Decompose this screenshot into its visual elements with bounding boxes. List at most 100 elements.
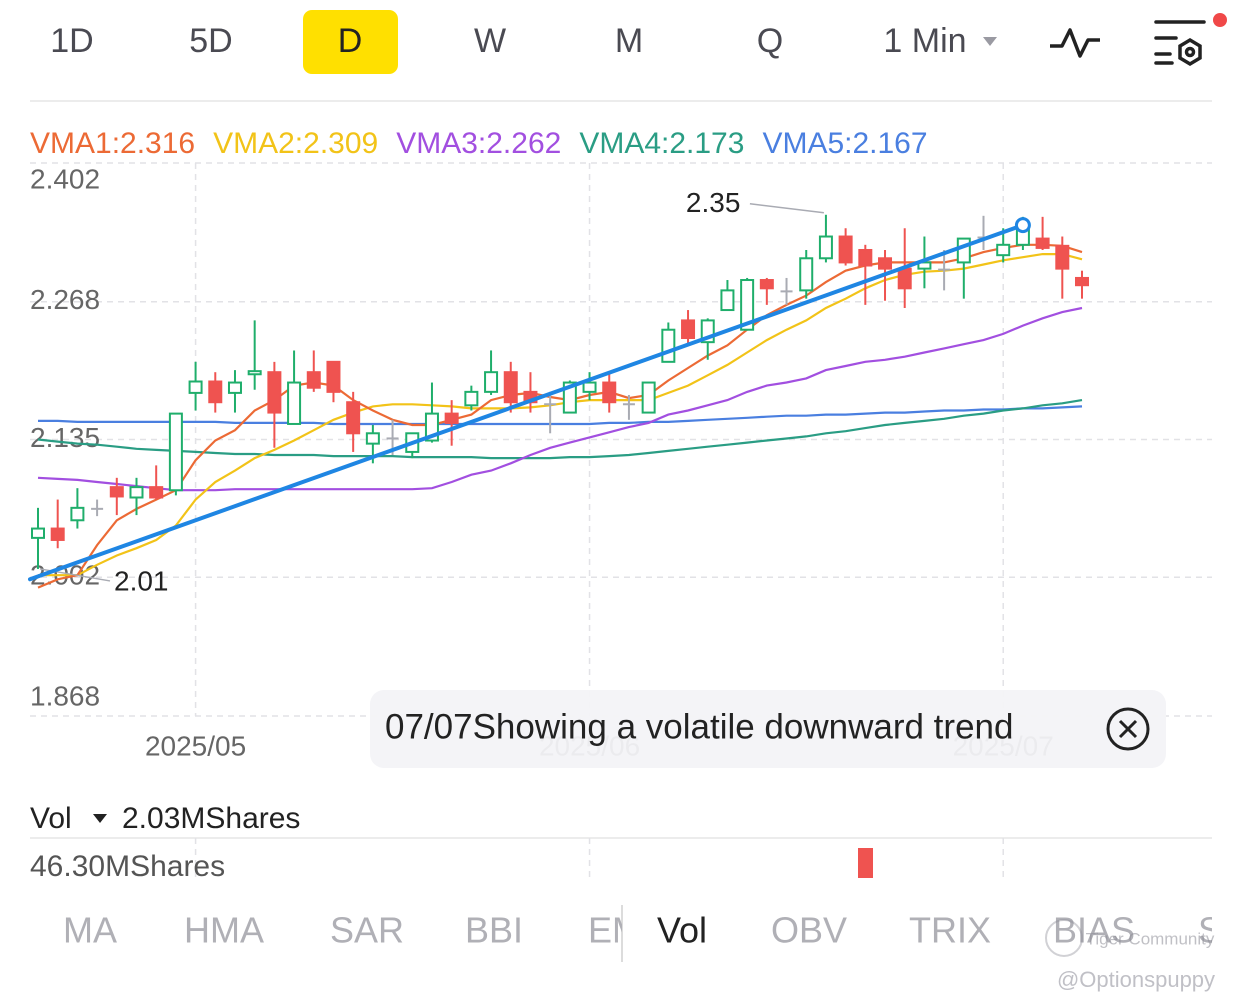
candle-body [956, 237, 971, 264]
candle-body [1075, 276, 1089, 287]
indicator-tab[interactable]: HMA [184, 910, 264, 951]
indicator-tab[interactable]: BIAS [1053, 910, 1135, 951]
candle-body [247, 370, 262, 376]
volume-max: 46.30MShares [30, 850, 225, 883]
candle-body [129, 486, 144, 499]
candle-body [168, 412, 183, 492]
trend-line [28, 223, 1025, 582]
period-tab[interactable]: 1D [50, 22, 93, 60]
candle-body [818, 235, 833, 260]
candle-body [31, 527, 45, 539]
candle-body [464, 390, 479, 407]
interval-dropdown[interactable]: 1 Min [883, 22, 966, 60]
candle-body [838, 235, 853, 264]
legend-entry: VMA4:2.173 [579, 127, 744, 160]
candle-body [917, 261, 932, 270]
trend-handle[interactable] [1014, 217, 1031, 234]
candle-body [444, 412, 459, 424]
candle-body [897, 267, 912, 290]
candle-body [759, 279, 774, 290]
candle-body [484, 371, 499, 393]
candle-body [208, 380, 223, 404]
candle-body [858, 248, 873, 267]
candle-body [720, 289, 735, 312]
y-tick-label: 2.135 [30, 422, 100, 453]
ma-line [38, 405, 1083, 426]
period-tab[interactable]: M [615, 22, 643, 60]
candle-body [365, 432, 380, 445]
x-tick-label: 2025/05 [145, 730, 246, 761]
candle-body [582, 381, 597, 393]
settings-icon[interactable] [1154, 20, 1206, 67]
candle-body [938, 268, 951, 271]
candle-body [878, 257, 893, 270]
legend-entry: VMA3:2.262 [396, 127, 561, 160]
toast [370, 690, 1166, 768]
indicator-tab[interactable]: EMA [588, 910, 666, 951]
y-tick-label: 2.268 [30, 284, 100, 315]
candle-body [50, 527, 65, 541]
candle-body [641, 381, 656, 414]
candle-body [503, 371, 518, 404]
watermark: Tiger Community [1086, 929, 1215, 948]
candle-body [544, 403, 557, 406]
indicator-tab[interactable]: SAR [330, 910, 404, 951]
candle-body [227, 381, 242, 394]
volume-bar [858, 848, 873, 878]
indicator-group: MA HMA SAR BBI EMA [63, 910, 666, 951]
toast-close[interactable] [1106, 707, 1150, 751]
candle-body [661, 328, 676, 363]
indicator-tab[interactable]: MA [63, 910, 117, 951]
indicator-icon[interactable] [1050, 28, 1100, 58]
candle-body [681, 319, 696, 340]
candle-body [740, 279, 755, 331]
candle-body [306, 371, 321, 389]
tab-highlight [303, 10, 398, 74]
period-tab[interactable]: D [338, 22, 363, 60]
y-tick-label: 1.868 [30, 680, 100, 711]
candle-body [1055, 244, 1070, 270]
y-tick-label: 2.402 [30, 163, 100, 194]
candle-body [996, 243, 1011, 257]
toast-text: 07/07Showing a volatile downward trend [385, 707, 1013, 746]
leader-line [749, 203, 825, 214]
volume-dropdown [93, 814, 107, 823]
candle-body [602, 381, 617, 404]
ma-line [37, 243, 1083, 589]
indicator-group: Vol OBV TRIX BIAS S [657, 910, 1222, 951]
period-tab[interactable]: 5D [189, 22, 232, 60]
candle-body [109, 486, 124, 498]
candle-body [287, 381, 302, 425]
candle-body [149, 486, 164, 499]
ma-line [37, 399, 1083, 460]
candle-body [622, 403, 635, 406]
legend-entry: VMA5:2.167 [762, 127, 927, 160]
indicator-tab[interactable]: TRIX [909, 910, 991, 951]
indicator-tab[interactable]: OBV [771, 910, 847, 951]
indicator-tab[interactable]: Vol [657, 910, 707, 951]
period-tab[interactable]: Q [757, 22, 783, 60]
period-tab[interactable]: W [474, 22, 506, 60]
watermark: @Optionspuppy [1057, 967, 1215, 992]
watermark-logo [1045, 919, 1083, 957]
notification-dot [1213, 13, 1227, 27]
candle-body [188, 380, 203, 394]
candle-body [562, 381, 577, 414]
high-label: 2.35 [686, 187, 741, 218]
low-label: 2.01 [114, 565, 169, 596]
candle-body [91, 507, 104, 510]
indicator-tab[interactable]: S [1198, 910, 1222, 951]
indicator-tab[interactable]: BBI [465, 910, 523, 951]
candle-body [326, 360, 341, 393]
candle-body [386, 437, 399, 440]
legend-entry: VMA1:2.316 [30, 127, 195, 160]
candle-body [780, 290, 793, 293]
toast-close-x [1118, 719, 1138, 739]
candle-body [70, 506, 85, 522]
candle-body [346, 401, 361, 435]
volume-title[interactable]: Vol [30, 802, 72, 835]
candle-body [1035, 237, 1050, 249]
ma-line [37, 306, 1083, 492]
dropdown-arrow [983, 37, 997, 46]
